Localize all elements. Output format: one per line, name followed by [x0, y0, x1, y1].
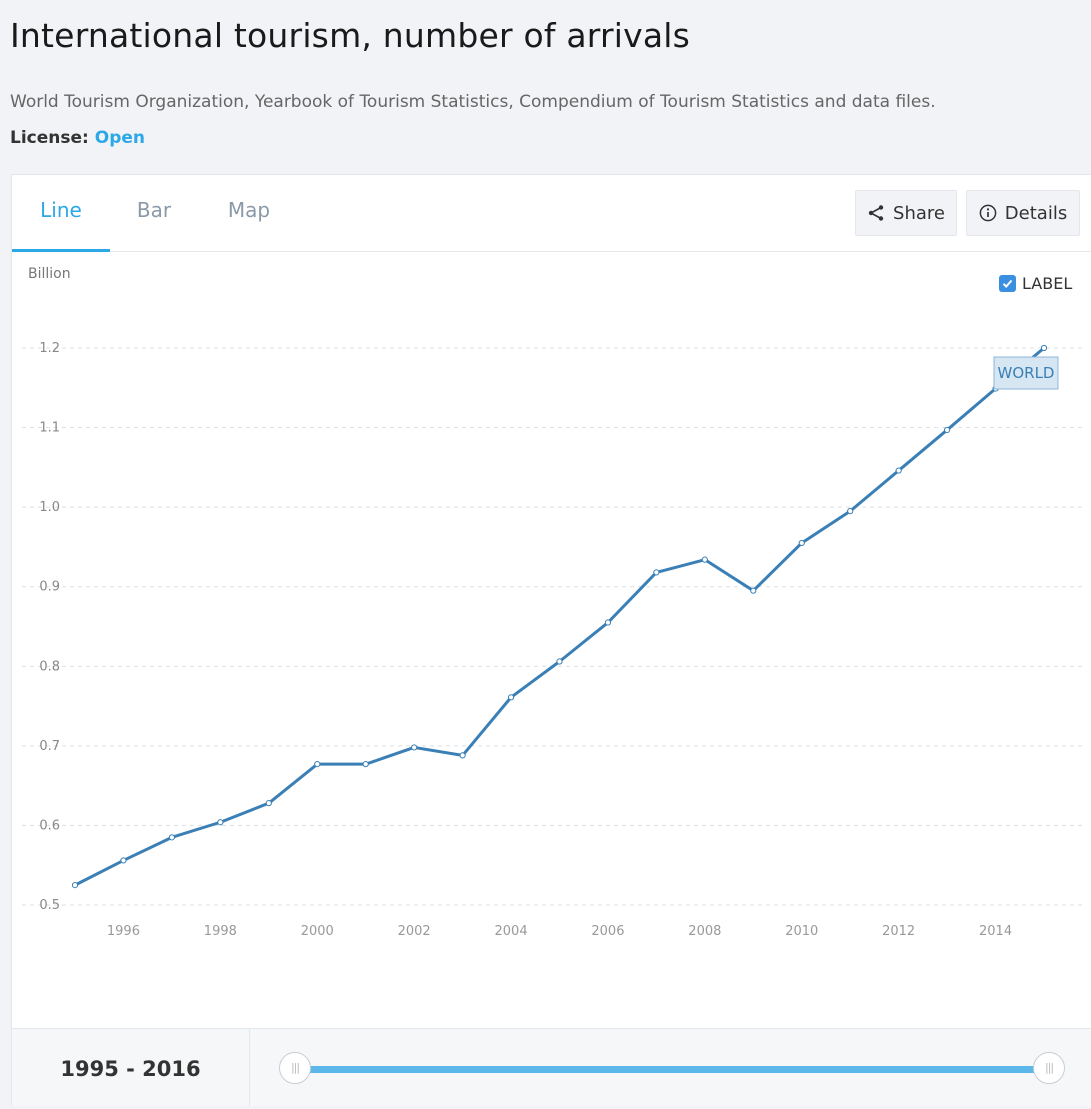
data-point[interactable]: [265, 800, 272, 807]
range-footer: 1995 - 2016 ||| |||: [12, 1028, 1091, 1106]
info-icon: [979, 204, 997, 222]
y-tick-label: 0.9: [39, 580, 60, 595]
year-range: 1995 - 2016: [12, 1029, 250, 1106]
series-line: [74, 346, 1045, 887]
details-label: Details: [1004, 202, 1068, 224]
y-tick-label: 0.7: [39, 739, 60, 754]
series-label-box: [993, 356, 1059, 390]
x-tick-label: 2014: [979, 924, 1012, 939]
y-tick-label: 0.6: [39, 818, 60, 833]
data-point[interactable]: [798, 539, 805, 547]
x-tick-label: 2008: [688, 924, 721, 939]
label-toggle-text: LABEL: [1022, 274, 1073, 293]
range-start: 1995: [60, 1057, 119, 1081]
x-tick-label: 1998: [204, 924, 237, 939]
share-icon: [867, 204, 885, 222]
license-link[interactable]: Open: [94, 128, 146, 148]
data-point[interactable]: [411, 744, 418, 751]
chart-tabs: Line Bar Map Share: [12, 175, 1091, 252]
data-point[interactable]: [556, 658, 563, 665]
y-axis-unit: Billion: [28, 266, 71, 282]
data-point[interactable]: [604, 619, 612, 626]
license: License: Open: [10, 128, 145, 148]
x-tick-label: 2010: [785, 924, 818, 939]
x-tick-label: 2000: [301, 924, 334, 939]
data-point[interactable]: [1040, 344, 1048, 352]
y-tick-label: 0.5: [39, 898, 60, 913]
data-point[interactable]: [701, 556, 708, 563]
y-tick-label: 1.0: [39, 500, 60, 515]
source-text: World Tourism Organization, Yearbook of …: [10, 92, 936, 112]
y-tick-label: 0.8: [39, 659, 60, 674]
data-point[interactable]: [120, 857, 127, 864]
range-separator: -: [118, 1057, 143, 1081]
series-label: WORLD: [998, 364, 1055, 382]
range-slider-track[interactable]: [295, 1066, 1049, 1073]
data-point[interactable]: [314, 761, 321, 768]
share-label: Share: [893, 202, 945, 224]
license-label: License:: [10, 128, 89, 148]
chart-card: Line Bar Map Share: [11, 174, 1091, 1106]
checkbox-checked-icon[interactable]: [999, 275, 1016, 292]
range-end: 2016: [142, 1057, 201, 1081]
x-tick-label: 2002: [398, 924, 431, 939]
x-tick-label: 2004: [495, 924, 528, 939]
data-point[interactable]: [168, 834, 175, 841]
range-start-handle[interactable]: |||: [279, 1052, 311, 1084]
y-tick-label: 1.1: [39, 421, 60, 436]
data-point[interactable]: [944, 426, 951, 434]
details-button[interactable]: Details: [966, 190, 1080, 236]
data-point[interactable]: [507, 694, 515, 701]
x-tick-label: 2006: [591, 924, 624, 939]
data-point[interactable]: [459, 752, 466, 759]
data-point[interactable]: [653, 569, 660, 576]
share-button[interactable]: Share: [855, 190, 957, 236]
y-tick-label: 1.2: [39, 341, 60, 356]
data-point[interactable]: [895, 467, 902, 474]
line-chart: 0.5 0.6 0.7 0.8 0.9 1.0 1.1 1.2 1996 1998 2000 2002…: [22, 341, 1082, 939]
page-title: International tourism, number of arrival…: [10, 16, 691, 55]
x-tick-label: 2012: [882, 924, 915, 939]
tab-map[interactable]: Map: [227, 198, 271, 222]
data-point[interactable]: [362, 761, 369, 768]
range-end-handle[interactable]: |||: [1033, 1052, 1065, 1084]
data-point[interactable]: [750, 587, 757, 594]
data-point[interactable]: [217, 819, 224, 826]
data-point[interactable]: [71, 882, 79, 889]
label-toggle[interactable]: LABEL: [999, 274, 1072, 293]
tab-bar[interactable]: Bar: [136, 198, 172, 222]
data-point[interactable]: [847, 508, 854, 515]
tab-line[interactable]: Line: [12, 175, 110, 252]
x-tick-label: 1996: [107, 924, 140, 939]
